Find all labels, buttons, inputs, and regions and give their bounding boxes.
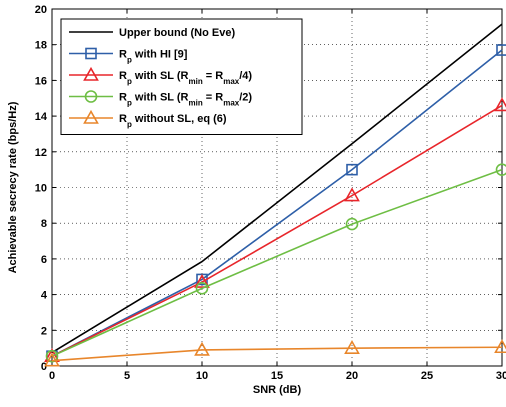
series-line-1	[51, 49, 503, 357]
y-tick-label: 12	[35, 147, 47, 159]
legend-marker	[83, 109, 99, 124]
legend-box	[60, 18, 303, 135]
legend-entry-1: Rp with HI [9]	[69, 47, 188, 65]
data-point	[494, 97, 506, 112]
series-line-2	[51, 104, 503, 357]
legend-entry-3: Rp with SL (Rmin = Rmax/2)	[69, 90, 252, 108]
series-0	[51, 23, 503, 354]
data-point	[344, 340, 360, 354]
x-axis-label: SNR (dB)	[253, 384, 302, 396]
axis-ticks: 0 5 10 15 20 25 30 0 2 4 6 8 10 12 14 16 18 20	[35, 4, 506, 382]
data-point	[495, 163, 506, 176]
x-tick-label: 20	[346, 370, 358, 382]
x-tick-label: 10	[196, 370, 208, 382]
legend-marker	[83, 66, 99, 81]
data-point	[194, 273, 210, 288]
x-tick-label: 5	[124, 370, 130, 382]
legend-label: Rp with SL (Rmin = Rmax/2)	[119, 92, 252, 108]
y-tick-label: 14	[35, 111, 48, 123]
x-tick-label: 30	[496, 370, 506, 382]
data-point	[194, 341, 210, 356]
series-4	[44, 339, 506, 367]
legend-entry-2: Rp with SL (Rmin = Rmax/4)	[69, 66, 252, 86]
data-point	[44, 352, 60, 367]
y-tick-label: 4	[41, 290, 48, 302]
y-tick-label: 6	[41, 254, 47, 266]
y-tick-label: 0	[41, 361, 47, 373]
series-3	[45, 163, 506, 363]
x-tick-label: 15	[271, 370, 283, 382]
series-lines	[44, 23, 506, 367]
series-2	[44, 97, 506, 362]
y-tick-label: 8	[41, 218, 47, 230]
legend-marker	[85, 47, 97, 60]
x-tick-label: 25	[421, 370, 433, 382]
series-line-3	[51, 168, 503, 357]
data-point	[344, 187, 360, 202]
y-tick-label: 10	[35, 183, 47, 195]
data-point	[45, 349, 59, 363]
series-line-0	[51, 23, 503, 354]
legend-label: Upper bound (No Eve)	[119, 27, 235, 39]
legend: Upper bound (No Eve) Rp with HI [9] Rp wit…	[60, 18, 303, 135]
legend-label: Rp without SL, eq (6)	[119, 113, 227, 129]
legend-entry-4: Rp without SL, eq (6)	[69, 109, 227, 129]
data-point	[496, 44, 506, 56]
data-point	[494, 339, 506, 354]
data-point	[195, 282, 209, 295]
y-axis-label: Achievable secrecy rate (bps/Hz)	[7, 101, 19, 273]
x-tick-label: 0	[49, 370, 55, 382]
y-tick-label: 18	[35, 40, 47, 52]
y-tick-label: 16	[35, 75, 47, 87]
series-line-4	[51, 346, 503, 362]
legend-label: Rp with HI [9]	[119, 49, 188, 65]
legend-entry-0: Upper bound (No Eve)	[69, 27, 235, 39]
y-tick-label: 20	[35, 4, 47, 16]
legend-label: Rp with SL (Rmin = Rmax/4)	[119, 70, 252, 86]
data-point	[346, 163, 358, 176]
data-point	[345, 217, 359, 231]
y-tick-label: 2	[41, 325, 47, 337]
legend-marker	[84, 90, 98, 103]
